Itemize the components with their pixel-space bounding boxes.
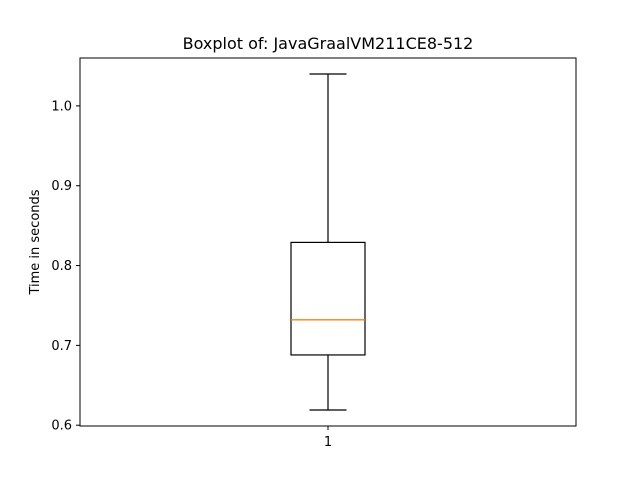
boxes <box>290 73 366 411</box>
y-tick-label: 0.8 <box>51 259 72 274</box>
x-tick-label: 1 <box>324 435 332 450</box>
y-axis: 0.6 0.7 0.8 0.9 1.0 <box>51 99 80 434</box>
y-tick-label: 0.6 <box>51 419 72 434</box>
x-axis: 1 <box>324 426 332 450</box>
y-axis-label: Time in seconds <box>28 189 43 295</box>
chart-title: Boxplot of: JavaGraalVM211CE8-512 <box>183 34 474 53</box>
y-tick-label: 0.9 <box>51 179 72 194</box>
y-tick-label: 1.0 <box>51 99 72 114</box>
y-tick-label: 0.7 <box>51 339 72 354</box>
iqr-box <box>290 241 366 356</box>
